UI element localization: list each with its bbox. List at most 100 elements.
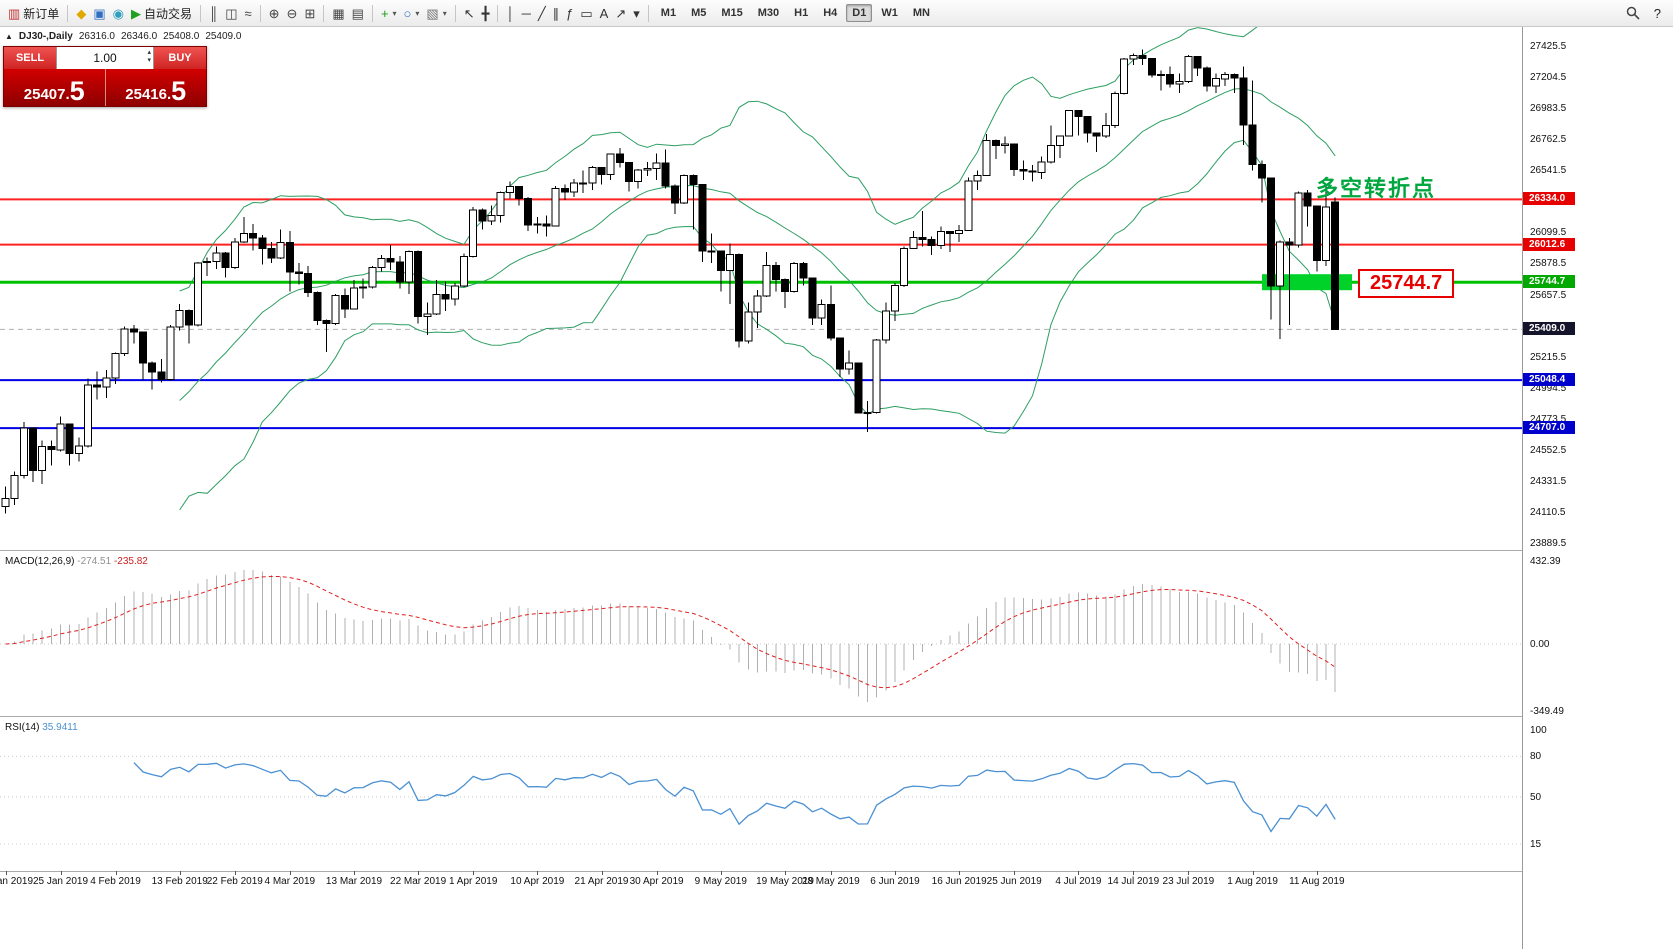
y-axis-label: 24110.5 bbox=[1530, 507, 1566, 518]
time-tick bbox=[418, 871, 420, 875]
timeframe-button-M5[interactable]: M5 bbox=[691, 7, 707, 19]
autotrading-button[interactable]: ▶ 自动交易 bbox=[128, 3, 195, 23]
grid-icon[interactable]: ⊞ bbox=[301, 3, 318, 23]
line-chart-icon[interactable]: ≈ bbox=[241, 3, 254, 23]
shapes-icon[interactable]: ▭ bbox=[577, 3, 595, 23]
time-tick bbox=[720, 871, 722, 875]
rsi-axis-label: 50 bbox=[1530, 791, 1542, 803]
macd-signal-line bbox=[5, 576, 1336, 689]
arrow-objects-icon[interactable]: ↗ bbox=[612, 3, 629, 23]
x-axis-label: 16 Jun 2019 bbox=[931, 876, 987, 887]
highlight-rect[interactable] bbox=[1262, 274, 1352, 291]
text-label-icon[interactable]: A bbox=[597, 3, 612, 23]
cascade-windows-icon[interactable]: ▤ bbox=[349, 3, 367, 23]
buy-price-big: 5 bbox=[171, 76, 187, 107]
navigator-icon-glyph: ◉ bbox=[112, 5, 124, 21]
indicators-icon[interactable]: + ▾ bbox=[378, 3, 400, 23]
grid-icon-glyph: ⊞ bbox=[304, 5, 316, 21]
crosshair-icon[interactable]: ╋ bbox=[479, 3, 493, 23]
buy-price-main: 25416. bbox=[125, 85, 172, 103]
autotrading-button-glyph: ▶ bbox=[130, 5, 141, 21]
x-axis-label: 14 Jul 2019 bbox=[1107, 876, 1160, 887]
search-button[interactable] bbox=[1623, 3, 1643, 23]
time-tick bbox=[1078, 871, 1080, 875]
time-tick bbox=[60, 871, 62, 875]
fibonacci-icon[interactable]: ƒ bbox=[563, 3, 576, 23]
timeframe-button-M1[interactable]: M1 bbox=[660, 7, 677, 19]
timeframe-button-H4[interactable]: H4 bbox=[823, 7, 838, 19]
volume-up-button[interactable]: ▴ bbox=[147, 49, 151, 56]
toolbar-separator bbox=[371, 4, 373, 22]
zoom-in-icon[interactable]: ⊕ bbox=[266, 3, 283, 23]
timeframe-button-D1[interactable]: D1 bbox=[846, 4, 873, 22]
price-pane[interactable] bbox=[0, 27, 1522, 550]
data-window-icon[interactable]: ▣ bbox=[90, 3, 108, 23]
vertical-line-icon[interactable]: │ bbox=[503, 3, 517, 23]
time-tick bbox=[5, 871, 7, 875]
cursor-icon[interactable]: ↖ bbox=[461, 3, 478, 23]
price-axis[interactable]: 27425.5 27204.5 26983.5 26762.5 26541.5 26099… bbox=[1522, 27, 1673, 949]
help-button[interactable]: ? bbox=[1651, 3, 1664, 23]
y-axis-label: 25878.5 bbox=[1530, 258, 1567, 270]
zoom-in-icon-glyph: ⊕ bbox=[268, 5, 280, 21]
market-watch-icon[interactable]: ◆ bbox=[73, 3, 89, 23]
price-tag-25744.7: 25744.7 bbox=[1523, 275, 1575, 289]
x-axis-label: 30 Apr 2019 bbox=[629, 876, 684, 887]
chart-annotation-text[interactable]: 多空转折点 bbox=[1316, 176, 1437, 201]
sell-button[interactable]: SELL bbox=[4, 47, 56, 69]
buy-price[interactable]: 25416. 5 bbox=[104, 69, 207, 107]
y-axis-label: 25657.5 bbox=[1530, 289, 1567, 301]
objects-more-icon[interactable]: ▾ bbox=[630, 3, 643, 23]
x-axis-label: 28 May 2019 bbox=[801, 876, 860, 887]
volume-field[interactable]: 1.00 ▴ ▾ bbox=[56, 47, 154, 69]
trendline-icon[interactable]: ╱ bbox=[535, 3, 549, 23]
chart-window: 27425.5 27204.5 26983.5 26762.5 26541.5 26099… bbox=[0, 27, 1673, 949]
sell-price[interactable]: 25407. 5 bbox=[4, 69, 105, 106]
macd-pane[interactable] bbox=[0, 550, 1522, 716]
channel-icon[interactable]: ∥ bbox=[550, 3, 563, 23]
rsi-label: RSI(14) 35.9411 bbox=[5, 722, 78, 733]
x-axis-label: 13 Mar 2019 bbox=[325, 876, 383, 887]
time-tick bbox=[1014, 871, 1016, 875]
navigator-icon[interactable]: ◉ bbox=[110, 3, 127, 23]
y-axis-label: 24552.5 bbox=[1530, 444, 1567, 456]
x-axis-label: 21 Apr 2019 bbox=[574, 876, 629, 887]
toolbar: ▥ 新订单 ◆ ▣ ◉ ▶ 自动交易 ║ ◫ ≈ ⊕ ⊖ ⊞ ▦ ▤ + ▾ ○ ▾ ▧ ▾ ↖ ╋ │ ─ ╱ ∥ ƒ ▭ A ↗ ▾ M1… bbox=[0, 0, 1673, 27]
bar-chart-icon[interactable]: ║ bbox=[206, 3, 221, 23]
rsi-axis-label: 80 bbox=[1530, 751, 1542, 763]
timeframe-button-MN[interactable]: MN bbox=[912, 7, 930, 19]
y-axis-label: 26983.5 bbox=[1530, 103, 1567, 115]
template-icon[interactable]: ▧ ▾ bbox=[423, 3, 449, 23]
pane-separator[interactable] bbox=[0, 550, 1673, 551]
tile-windows-icon[interactable]: ▦ bbox=[329, 3, 347, 23]
collapse-panel-icon[interactable]: ▲ bbox=[5, 32, 13, 41]
y-axis-label: 27204.5 bbox=[1530, 72, 1567, 83]
x-axis-label: 10 Apr 2019 bbox=[510, 876, 565, 887]
time-tick bbox=[959, 871, 961, 875]
time-tick bbox=[1252, 871, 1254, 875]
x-axis-label: 6 Jun 2019 bbox=[870, 876, 920, 887]
pane-separator[interactable] bbox=[0, 716, 1673, 717]
buy-button[interactable]: BUY bbox=[154, 47, 206, 69]
ohlc-high: 26346.0 bbox=[121, 31, 158, 42]
ohlc-open: 26316.0 bbox=[78, 31, 115, 42]
toolbar-separator bbox=[647, 4, 649, 22]
time-tick bbox=[1316, 871, 1318, 875]
rsi-pane[interactable] bbox=[0, 716, 1522, 871]
x-axis-label: 23 Jul 2019 bbox=[1162, 876, 1215, 887]
volume-down-button[interactable]: ▾ bbox=[147, 57, 151, 65]
horizontal-line-icon[interactable]: ─ bbox=[519, 3, 534, 23]
timeframe-button-W1[interactable]: W1 bbox=[881, 7, 898, 19]
timeframe-button-M30[interactable]: M30 bbox=[757, 7, 780, 19]
new-order-button[interactable]: ▥ 新订单 bbox=[5, 3, 62, 23]
timeframe-button-H1[interactable]: H1 bbox=[794, 7, 809, 19]
price-callout-label[interactable]: 25744.7 bbox=[1358, 269, 1455, 298]
timeframe-button-M15[interactable]: M15 bbox=[721, 7, 743, 19]
period-icon[interactable]: ○ ▾ bbox=[401, 3, 423, 23]
bar-chart-icon-glyph: ║ bbox=[208, 5, 219, 21]
pane-separator[interactable] bbox=[0, 871, 1673, 872]
help-icon: ? bbox=[1653, 5, 1661, 21]
candlestick-chart-icon[interactable]: ◫ bbox=[222, 3, 240, 23]
zoom-out-icon[interactable]: ⊖ bbox=[284, 3, 301, 23]
